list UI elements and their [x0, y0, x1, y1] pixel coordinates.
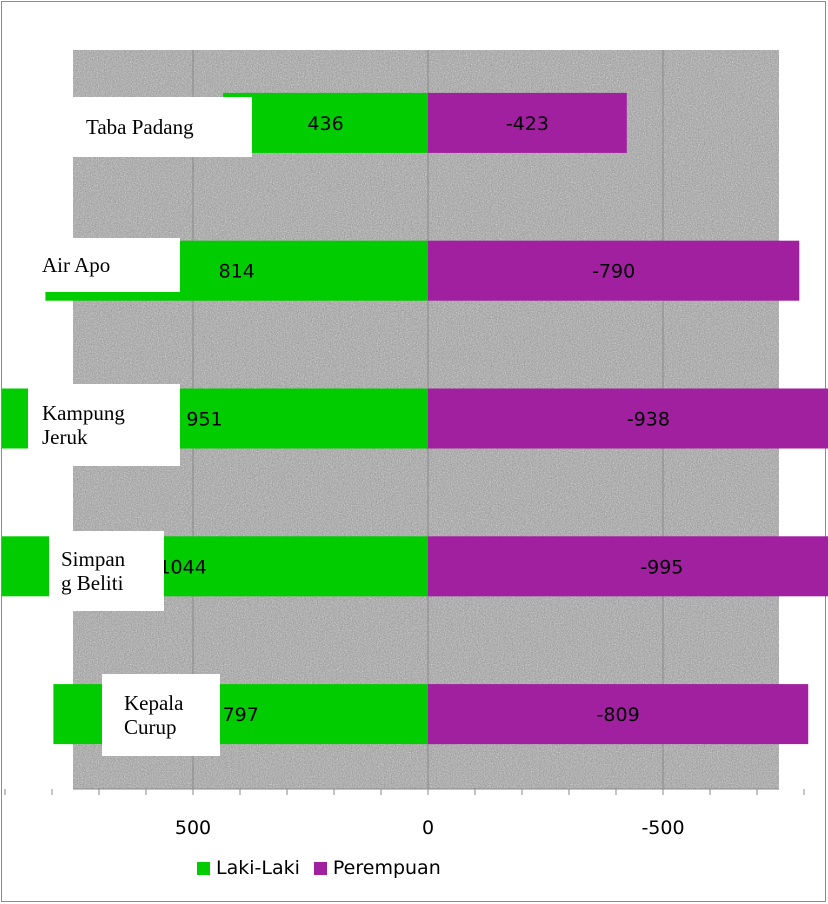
category-label: Air Apo: [28, 238, 180, 292]
data-label: 1044: [158, 556, 206, 578]
legend-item-perempuan: Perempuan: [313, 857, 441, 879]
category-label-line: Jeruk: [42, 425, 88, 449]
data-label: -790: [592, 261, 635, 283]
data-label: 814: [219, 261, 255, 283]
bar-perempuan: [428, 536, 828, 597]
legend-item-laki-laki: Laki-Laki: [197, 857, 300, 879]
legend-label-laki-laki: Laki-Laki: [216, 857, 300, 879]
x-tick-label: 500: [175, 817, 211, 839]
bar-perempuan: [428, 240, 800, 301]
legend-label-perempuan: Perempuan: [332, 857, 441, 879]
legend: Laki-Laki Perempuan: [197, 857, 455, 879]
bar-perempuan: [428, 388, 828, 449]
category-label: Simpan g Beliti: [49, 531, 164, 611]
data-label: -423: [506, 113, 549, 135]
category-label-line: Kepala: [124, 691, 184, 715]
data-label: 951: [186, 409, 222, 431]
x-tick-label: 0: [422, 817, 434, 839]
bar-perempuan: [428, 684, 809, 745]
data-label: 436: [307, 113, 343, 135]
category-label-line: Curup: [124, 715, 177, 739]
category-label-line: Taba Padang: [86, 115, 194, 139]
category-label: Taba Padang: [72, 97, 252, 157]
category-label: Kampung Jeruk: [28, 384, 180, 466]
category-label-line: Air Apo: [42, 253, 111, 277]
category-label-line: g Beliti: [61, 571, 124, 595]
legend-swatch-perempuan: [313, 861, 327, 875]
data-label: 797: [223, 704, 259, 726]
legend-swatch-laki-laki: [197, 861, 210, 875]
x-tick-label: -500: [641, 817, 684, 839]
category-label-line: Simpan: [61, 547, 126, 571]
bar-perempuan: [428, 92, 627, 153]
data-label: -938: [627, 409, 670, 431]
data-label: -809: [597, 704, 640, 726]
category-label: Kepala Curup: [102, 674, 220, 756]
data-label: -995: [640, 556, 683, 578]
bar-laki-laki: [223, 92, 428, 153]
category-label-line: Kampung: [42, 401, 125, 425]
